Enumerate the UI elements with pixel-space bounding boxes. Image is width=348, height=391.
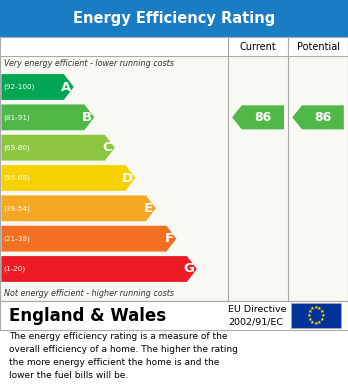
Text: EU Directive
2002/91/EC: EU Directive 2002/91/EC [228, 305, 286, 326]
Text: ★: ★ [321, 313, 325, 318]
Text: ★: ★ [319, 309, 324, 314]
Text: Not energy efficient - higher running costs: Not energy efficient - higher running co… [4, 289, 174, 298]
Polygon shape [1, 196, 156, 221]
Bar [291, 303, 341, 328]
Text: ★: ★ [314, 305, 318, 310]
Text: ★: ★ [307, 313, 311, 318]
Polygon shape [232, 105, 284, 129]
Text: ★: ★ [317, 307, 322, 311]
Text: (55-68): (55-68) [3, 175, 30, 181]
Bar [0, 37, 348, 301]
Text: ★: ★ [307, 317, 312, 322]
Bar [0, 37, 348, 56]
Text: E: E [144, 202, 153, 215]
Text: England & Wales: England & Wales [9, 307, 166, 325]
Text: F: F [164, 232, 174, 245]
Text: ★: ★ [307, 309, 312, 314]
Polygon shape [1, 135, 115, 161]
Text: (92-100): (92-100) [3, 84, 35, 90]
Polygon shape [1, 165, 135, 191]
Text: (39-54): (39-54) [3, 205, 30, 212]
Text: G: G [183, 262, 194, 276]
Text: The energy efficiency rating is a measure of the
overall efficiency of a home. T: The energy efficiency rating is a measur… [9, 332, 238, 380]
Text: Potential: Potential [296, 41, 340, 52]
Text: ★: ★ [310, 320, 315, 325]
Text: ★: ★ [310, 307, 315, 311]
Text: 86: 86 [314, 111, 332, 124]
Text: 86: 86 [254, 111, 271, 124]
Bar [0, 0, 348, 37]
Bar [0, 301, 348, 330]
Text: (1-20): (1-20) [3, 266, 26, 272]
Text: Current: Current [240, 41, 276, 52]
Polygon shape [1, 104, 94, 130]
Text: (21-38): (21-38) [3, 235, 30, 242]
Polygon shape [1, 226, 176, 251]
Text: B: B [81, 111, 92, 124]
Text: (69-80): (69-80) [3, 144, 30, 151]
Polygon shape [1, 74, 74, 100]
Text: Energy Efficiency Rating: Energy Efficiency Rating [73, 11, 275, 26]
Text: ★: ★ [319, 317, 324, 322]
Text: ★: ★ [314, 321, 318, 326]
Text: A: A [61, 81, 71, 93]
Polygon shape [1, 256, 197, 282]
Text: Very energy efficient - lower running costs: Very energy efficient - lower running co… [4, 59, 174, 68]
Polygon shape [292, 105, 344, 129]
Text: ★: ★ [317, 320, 322, 325]
Text: C: C [102, 141, 112, 154]
Text: (81-91): (81-91) [3, 114, 30, 120]
Text: D: D [121, 172, 133, 185]
